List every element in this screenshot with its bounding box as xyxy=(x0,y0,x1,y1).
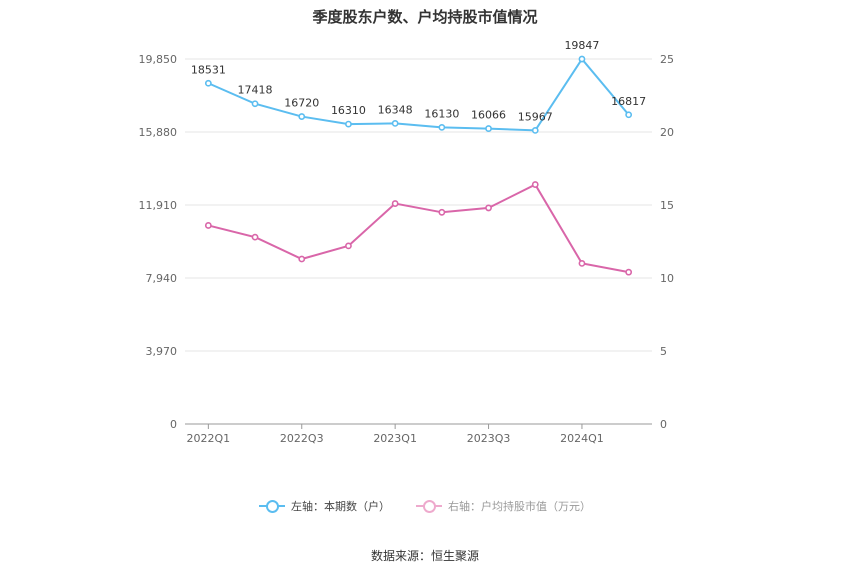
data-label-holders: 18531 xyxy=(191,63,226,76)
data-point-holders xyxy=(251,100,259,108)
data-label-holders: 16348 xyxy=(378,103,413,116)
series-line-avg-value xyxy=(208,183,629,274)
right-axis-tick-label: 20 xyxy=(660,126,674,139)
data-point-holders xyxy=(485,125,492,132)
data-point-holders xyxy=(345,120,352,128)
right-axis-tick-label: 10 xyxy=(660,272,674,285)
data-label-holders: 16130 xyxy=(424,107,459,120)
x-axis-tick-label: 2023Q1 xyxy=(373,432,417,445)
legend-item-avg-value[interactable]: 右轴：户均持股市值（万元） xyxy=(416,498,591,514)
data-label-holders: 16310 xyxy=(331,104,366,117)
data-point-holders xyxy=(578,55,586,63)
series-line-holders xyxy=(207,57,630,132)
legend-line-marker-icon xyxy=(259,499,285,513)
data-point-avg-value xyxy=(485,204,492,212)
data-point-avg-value xyxy=(625,268,633,276)
data-label-holders: 16066 xyxy=(471,109,506,122)
left-axis-tick-label: 19,850 xyxy=(139,53,178,66)
legend-label-holders: 左轴：本期数（户） xyxy=(291,500,390,513)
data-point-holders xyxy=(531,127,539,134)
data-label-holders: 17418 xyxy=(238,84,273,97)
x-axis-tick-label: 2024Q1 xyxy=(560,432,604,445)
data-label-holders: 16817 xyxy=(611,95,646,108)
data-label-holders: 19847 xyxy=(564,39,599,52)
data-label-holders: 15967 xyxy=(518,110,553,123)
left-axis-tick-label: 11,910 xyxy=(139,199,178,212)
legend-item-holders[interactable]: 左轴：本期数（户） xyxy=(259,498,390,514)
data-point-avg-value xyxy=(204,222,212,229)
data-point-avg-value xyxy=(345,242,352,250)
data-source: 数据来源：恒生聚源 xyxy=(370,549,479,563)
x-axis-tick-label: 2022Q1 xyxy=(187,432,231,445)
left-axis-tick-label: 0 xyxy=(170,418,177,431)
legend-label-avg-value: 右轴：户均持股市值（万元） xyxy=(448,500,591,513)
data-point-avg-value xyxy=(251,233,259,241)
data-point-holders xyxy=(204,79,212,87)
chart-legend: 左轴：本期数（户） 右轴：户均持股市值（万元） xyxy=(0,498,850,514)
right-axis-tick-label: 0 xyxy=(660,418,667,431)
data-point-avg-value xyxy=(391,200,399,207)
data-label-holders: 16720 xyxy=(284,97,319,110)
left-axis-tick-label: 3,970 xyxy=(146,345,178,358)
right-axis-tick-label: 5 xyxy=(660,345,667,358)
data-point-avg-value xyxy=(578,259,586,267)
left-axis-tick-label: 15,880 xyxy=(139,126,178,139)
data-point-holders xyxy=(391,119,399,127)
chart-title: 季度股东户数、户均持股市值情况 xyxy=(312,8,538,26)
data-point-avg-value xyxy=(438,208,446,216)
left-axis-tick-label: 7,940 xyxy=(146,272,178,285)
data-point-holders xyxy=(438,124,446,131)
right-axis-tick-label: 15 xyxy=(660,199,674,212)
x-axis-tick-label: 2023Q3 xyxy=(467,432,511,445)
data-point-holders xyxy=(298,113,306,120)
right-axis-tick-label: 25 xyxy=(660,53,674,66)
data-point-avg-value xyxy=(298,255,306,263)
data-point-avg-value xyxy=(531,181,539,188)
x-axis-tick-label: 2022Q3 xyxy=(280,432,324,445)
legend-line-marker-icon xyxy=(416,499,442,513)
data-point-holders xyxy=(625,111,633,119)
